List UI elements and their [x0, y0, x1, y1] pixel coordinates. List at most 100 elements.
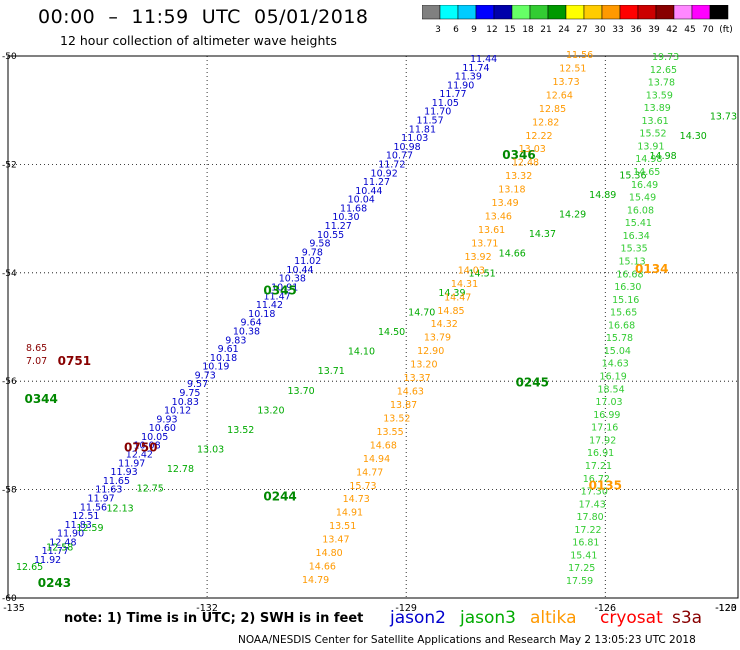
- swh-value: 12.85: [539, 104, 566, 115]
- swh-value: 17.22: [574, 525, 601, 536]
- swh-value: 11.56: [80, 502, 107, 513]
- page-subtitle: 12 hour collection of altimeter wave hei…: [60, 33, 337, 48]
- swh-value: 13.87: [390, 400, 417, 411]
- swh-value: 10.38: [233, 326, 260, 337]
- colorbar-label: 33: [612, 25, 623, 35]
- swh-value: 16.30: [614, 282, 641, 293]
- colorbar-label: 39: [648, 25, 660, 35]
- swh-value: 13.71: [318, 366, 345, 377]
- swh-value: 13.52: [383, 413, 410, 424]
- time-label: 0134: [635, 262, 668, 276]
- swh-value: 14.91: [336, 508, 363, 519]
- swh-value: 13.47: [322, 535, 349, 546]
- swh-value: 15.36: [619, 170, 646, 181]
- legend-cryosat: cryosat: [600, 608, 663, 628]
- swh-value: 9.64: [241, 318, 262, 329]
- swh-value: 17.25: [568, 563, 595, 574]
- swh-value: 14.31: [451, 279, 478, 290]
- swh-value: 11.57: [416, 116, 443, 127]
- swh-value: 13.71: [471, 238, 498, 249]
- colorbar-label: 24: [558, 25, 570, 35]
- swh-value: 13.03: [197, 445, 224, 456]
- color-scale-legend: 3 6 9 12 15 18 21 24 27 30 33 36 39 42 45 70 (ft): [422, 5, 733, 35]
- lat-tick-label: -54: [2, 269, 17, 279]
- swh-value: 10.12: [164, 406, 191, 417]
- swh-value: 9.83: [225, 335, 246, 346]
- swh-value: 9.61: [218, 344, 239, 355]
- lat-tick-label: -58: [2, 486, 17, 496]
- swh-value: 13.61: [478, 225, 505, 236]
- swh-value: 17.92: [589, 435, 616, 446]
- lon-tick-label: -135: [3, 603, 25, 614]
- swh-value: 11.47: [263, 291, 290, 302]
- swh-value: 10.04: [348, 195, 375, 206]
- swh-value: 17.21: [585, 461, 612, 472]
- swh-value: 14.85: [437, 306, 464, 317]
- swh-value: 15.16: [612, 295, 639, 306]
- swh-value: 11.90: [447, 80, 474, 91]
- lon-tick-label: -132: [196, 603, 218, 614]
- swh-value: 17.30: [581, 487, 608, 498]
- swh-value: 9.73: [195, 370, 216, 381]
- colorbar-label: 9: [471, 25, 477, 35]
- swh-value: 14.39: [438, 288, 465, 299]
- swh-value: 16.34: [623, 231, 650, 242]
- swh-value: 12.42: [126, 450, 153, 461]
- colorbar-label: 36: [630, 25, 642, 35]
- swh-value: 15.73: [349, 481, 376, 492]
- swh-value: 14.32: [431, 319, 458, 330]
- swh-value: 13.70: [288, 386, 315, 397]
- swh-value: 16.81: [572, 538, 599, 549]
- swh-value: 15.52: [639, 129, 666, 140]
- swh-value: 16.99: [593, 410, 620, 421]
- swh-value: 11.68: [340, 203, 367, 214]
- swh-value: 10.44: [286, 265, 313, 276]
- swh-value: 8.65: [26, 343, 47, 354]
- swh-value: 14.89: [589, 190, 616, 201]
- colorbar-label: 3: [435, 25, 441, 35]
- swh-value: 14.63: [397, 387, 424, 398]
- swh-value: 12.78: [167, 464, 194, 475]
- swh-value: 12.51: [72, 511, 99, 522]
- time-label: 0244: [263, 489, 296, 503]
- swh-value: 16.49: [631, 180, 658, 191]
- swh-value: 13.91: [637, 141, 664, 152]
- swh-value: 10.08: [133, 441, 160, 452]
- lon-tick-label: -123: [715, 603, 737, 614]
- swh-value: 13.49: [492, 198, 519, 209]
- colorbar-label: 12: [486, 25, 497, 35]
- swh-value: 11.83: [65, 520, 92, 531]
- swh-value: 11.70: [424, 107, 451, 118]
- swh-value: 11.97: [118, 458, 145, 469]
- swh-value: 10.05: [141, 432, 168, 443]
- swh-value: 13.89: [644, 103, 671, 114]
- swh-value: 15.49: [629, 193, 656, 204]
- swh-value: 9.93: [156, 414, 177, 425]
- swh-value: 14.65: [633, 167, 660, 178]
- legend-jason3: jason3: [460, 608, 516, 628]
- lon-tick-label: -126: [594, 603, 616, 614]
- swh-value: 9.57: [187, 379, 208, 390]
- swh-value: 12.75: [137, 484, 164, 495]
- swh-value: 12.51: [559, 63, 586, 74]
- page-title: 00:00 – 11:59 UTC 05/01/2018: [38, 6, 369, 28]
- swh-value: 14.73: [343, 494, 370, 505]
- lat-tick-label: -50: [2, 52, 17, 62]
- swh-value: 14.79: [302, 575, 329, 586]
- swh-value: 10.92: [371, 168, 398, 179]
- swh-value: 16.68: [616, 269, 643, 280]
- swh-value: 13.46: [485, 212, 512, 223]
- swh-value: 15.35: [621, 244, 648, 255]
- time-label: 0245: [516, 376, 549, 390]
- swh-value: 12.59: [76, 523, 103, 534]
- lon-tick-label: -120: [715, 603, 737, 614]
- swh-value: 18.54: [597, 384, 624, 395]
- swh-value: 10.38: [279, 274, 306, 285]
- swh-value: 13.73: [710, 112, 737, 123]
- swh-value: 9.75: [179, 388, 200, 399]
- swh-value: 14.80: [316, 548, 343, 559]
- swh-value: 13.78: [648, 78, 675, 89]
- swh-value: 16.72: [583, 474, 610, 485]
- lat-tick-label: -60: [2, 594, 17, 604]
